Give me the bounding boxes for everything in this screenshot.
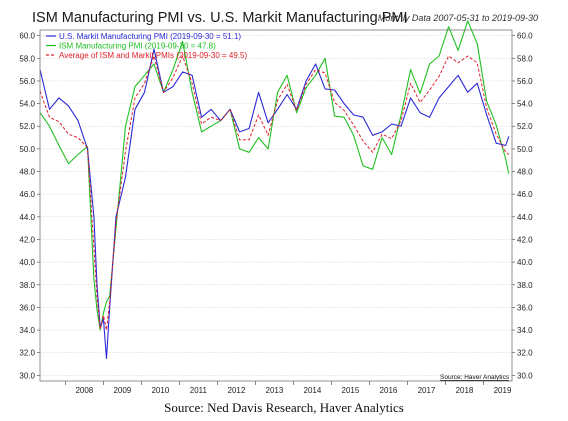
y-tick-label-left: 34.0 bbox=[19, 326, 35, 335]
y-tick-label-right: 60.0 bbox=[517, 32, 533, 41]
y-tick-label-left: 54.0 bbox=[19, 100, 35, 109]
y-tick-label-left: 52.0 bbox=[19, 122, 35, 131]
legend-label-average: Average of ISM and Markit PMIs (2019-09-… bbox=[59, 51, 248, 60]
x-tick-label: 2019 bbox=[494, 386, 512, 395]
x-tick-label: 2013 bbox=[266, 386, 284, 395]
chart-subtitle: Monthly Data 2007-05-31 to 2019-09-30 bbox=[377, 13, 538, 23]
x-tick-label: 2009 bbox=[113, 386, 131, 395]
series-lines bbox=[39, 20, 510, 359]
x-tick-label: 2010 bbox=[151, 386, 169, 395]
x-tick-label: 2012 bbox=[228, 386, 246, 395]
y-tick-label-right: 30.0 bbox=[517, 371, 533, 380]
y-tick-label-right: 44.0 bbox=[517, 213, 533, 222]
y-tick-label-left: 48.0 bbox=[19, 168, 35, 177]
y-tick-label-right: 50.0 bbox=[517, 145, 533, 154]
legend-label-markit: U.S. Markit Manufacturing PMI (2019-09-3… bbox=[59, 32, 241, 41]
x-tick-label: 2011 bbox=[190, 386, 208, 395]
y-tick-label-left: 50.0 bbox=[19, 145, 35, 154]
x-tick-label: 2014 bbox=[304, 386, 322, 395]
y-tick-label-left: 58.0 bbox=[19, 54, 35, 63]
y-tick-label-right: 34.0 bbox=[517, 326, 533, 335]
series-line-average bbox=[39, 55, 510, 331]
y-tick-label-left: 38.0 bbox=[19, 281, 35, 290]
right-y-axis: 30.0 32.0 34.0 36.0 38.0 40.0 42.0 44.0 46.0 48.0… bbox=[512, 32, 533, 380]
y-tick-label-right: 58.0 bbox=[517, 54, 533, 63]
y-tick-label-right: 46.0 bbox=[517, 190, 533, 199]
y-tick-label-right: 48.0 bbox=[517, 168, 533, 177]
y-tick-label-left: 44.0 bbox=[19, 213, 35, 222]
x-tick-label: 2008 bbox=[75, 386, 93, 395]
pmi-line-chart: 30.0 32.0 34.0 36.0 38.0 40.0 42.0 44.0 46.0 48.0… bbox=[19, 20, 533, 395]
gridlines bbox=[40, 35, 512, 376]
y-tick-label-left: 42.0 bbox=[19, 235, 35, 244]
haver-watermark: Source: Haver Analytics bbox=[440, 374, 510, 381]
y-tick-label-left: 40.0 bbox=[19, 258, 35, 267]
y-tick-label-left: 60.0 bbox=[19, 32, 35, 41]
y-tick-label-left: 32.0 bbox=[19, 349, 35, 358]
y-tick-label-right: 32.0 bbox=[517, 349, 533, 358]
chart-title: ISM Manufacturing PMI vs. U.S. Markit Ma… bbox=[32, 10, 408, 26]
y-tick-label-left: 30.0 bbox=[19, 371, 35, 380]
y-tick-label-right: 56.0 bbox=[517, 77, 533, 86]
x-tick-label: 2016 bbox=[380, 386, 398, 395]
x-tick-label: 2018 bbox=[456, 386, 474, 395]
series-line-ism bbox=[39, 20, 510, 331]
series-line-markit bbox=[39, 48, 510, 359]
y-tick-label-left: 56.0 bbox=[19, 77, 35, 86]
y-tick-label-right: 38.0 bbox=[517, 281, 533, 290]
x-tick-label: 2015 bbox=[342, 386, 360, 395]
left-y-axis: 30.0 32.0 34.0 36.0 38.0 40.0 42.0 44.0 46.0 48.0… bbox=[19, 32, 40, 380]
legend: U.S. Markit Manufacturing PMI (2019-09-3… bbox=[46, 32, 248, 60]
legend-label-ism: ISM Manufacturing PMI (2019-09-30 = 47.8… bbox=[59, 42, 216, 51]
y-tick-label-left: 36.0 bbox=[19, 303, 35, 312]
x-axis: 2008 2009 2010 2011 2012 2013 2014 2015 2016 2017… bbox=[64, 381, 512, 395]
y-tick-label-right: 42.0 bbox=[517, 235, 533, 244]
y-tick-label-right: 36.0 bbox=[517, 303, 533, 312]
y-tick-label-left: 46.0 bbox=[19, 190, 35, 199]
y-tick-label-right: 40.0 bbox=[517, 258, 533, 267]
y-tick-label-right: 54.0 bbox=[517, 100, 533, 109]
y-tick-label-right: 52.0 bbox=[517, 122, 533, 131]
x-tick-label: 2017 bbox=[418, 386, 436, 395]
source-caption: Source: Ned Davis Research, Haver Analyt… bbox=[164, 400, 404, 415]
plot-frame bbox=[39, 29, 513, 382]
